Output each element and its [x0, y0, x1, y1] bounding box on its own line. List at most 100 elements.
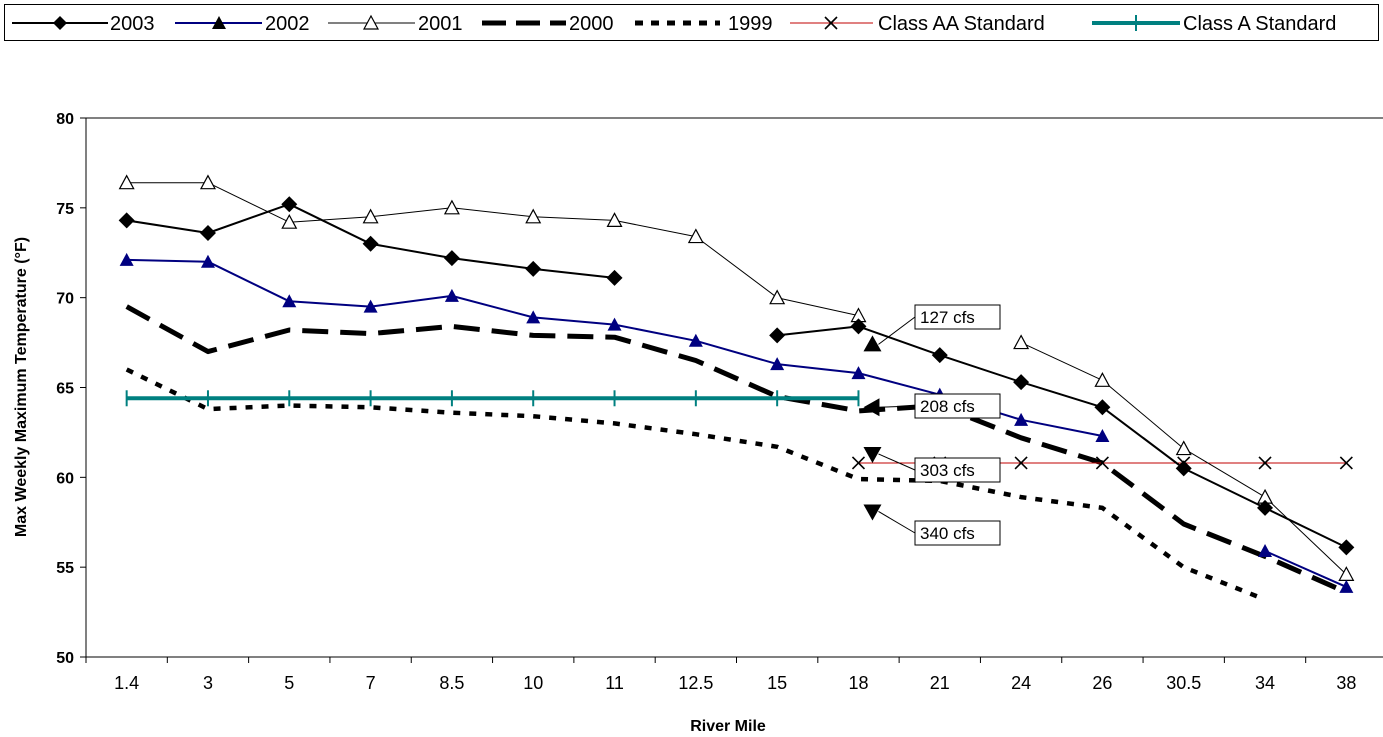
- data-point-2003: [931, 347, 948, 364]
- x-tick-label: 12.5: [678, 673, 713, 693]
- data-point-2003: [525, 260, 542, 277]
- x-tick-label: 7: [366, 673, 376, 693]
- data-point-2001: [281, 213, 298, 229]
- flow-annotation: 127 cfs: [863, 304, 1001, 352]
- plot-area: 50 55 60 65 70 75 80 1.4 3 5 7 8.5 10 11 12.5 15 18 21 24…: [13, 111, 1383, 735]
- data-point-2003: [1257, 499, 1274, 516]
- flow-annotation-box: [914, 393, 1001, 419]
- legend-item-class-aa: Class AA Standard: [790, 13, 1045, 35]
- flow-annotation-label: 340 cfs: [920, 524, 975, 543]
- x-tick-label: 21: [930, 673, 950, 693]
- data-point-2003: [1175, 460, 1192, 477]
- series-layer: [118, 174, 1355, 602]
- data-point-2001: [362, 208, 379, 224]
- flow-annotation-marker: [863, 398, 880, 417]
- legend-marker-2002: [212, 16, 226, 29]
- series-class-a-standard: [125, 390, 860, 407]
- data-point-2002: [363, 299, 378, 313]
- data-point-class-aa-standard: [1095, 456, 1109, 470]
- legend-label-class-aa: Class AA Standard: [878, 13, 1045, 35]
- legend-item-2002: 2002: [175, 13, 310, 35]
- series-2000: [125, 304, 1348, 595]
- legend-label-2003: 2003: [110, 13, 155, 35]
- data-point-2003: [199, 224, 216, 241]
- data-point-2003: [606, 269, 623, 286]
- legend-label-2000: 2000: [569, 13, 614, 35]
- legend-item-2000: 2000: [482, 13, 614, 35]
- series-line-2001: [126, 182, 859, 317]
- legend: 2003 2002 2001 2000 1999 Class AA Standa…: [4, 4, 1379, 41]
- data-point-2001: [443, 199, 460, 215]
- data-point-2002: [282, 294, 297, 308]
- flow-annotation-label: 127 cfs: [920, 308, 975, 327]
- legend-item-class-a: Class A Standard: [1092, 13, 1336, 35]
- data-point-2003: [769, 327, 786, 344]
- annotation-layer: 127 cfs 208 cfs 303 cfs 340 cfs: [863, 304, 1001, 546]
- x-tick-label: 8.5: [439, 673, 464, 693]
- y-tick-label: 80: [56, 111, 74, 128]
- legend-marker-2003: [53, 16, 67, 30]
- legend-label-2001: 2001: [418, 13, 463, 35]
- data-point-2003: [118, 212, 135, 229]
- data-point-2002: [688, 333, 703, 347]
- flow-annotation-label: 303 cfs: [920, 461, 975, 480]
- flow-annotation-leader: [878, 316, 916, 345]
- legend-label-class-a: Class A Standard: [1183, 13, 1336, 35]
- series-2002: [119, 252, 1354, 593]
- series-line-2000: [125, 304, 1348, 595]
- data-point-2002: [1339, 579, 1354, 593]
- flow-annotation-leader: [878, 511, 916, 534]
- y-tick-label: 50: [56, 650, 74, 667]
- data-point-2001: [199, 174, 216, 190]
- data-point-2002: [1258, 543, 1273, 557]
- x-tick-label: 34: [1255, 673, 1275, 693]
- flow-annotation-box: [914, 304, 1001, 330]
- y-tick-label: 60: [56, 470, 74, 487]
- x-axis-title: River Mile: [690, 718, 766, 735]
- data-point-2002: [770, 357, 785, 371]
- x-tick-label: 38: [1336, 673, 1356, 693]
- data-point-2001: [1094, 372, 1111, 387]
- legend-marker-2001: [362, 14, 380, 30]
- x-tick-label: 26: [1092, 673, 1112, 693]
- flow-annotation: 340 cfs: [863, 504, 1001, 546]
- legend-marker-class-aa: [824, 16, 838, 30]
- flow-annotation-marker: [863, 446, 882, 463]
- series-2003: [118, 196, 1355, 556]
- data-point-2002: [607, 317, 622, 331]
- flow-annotation-leader: [878, 453, 916, 471]
- data-point-class-aa-standard: [1014, 456, 1028, 470]
- x-tick-label: 24: [1011, 673, 1031, 693]
- series-line-2003: [777, 325, 1347, 549]
- y-axis-ticks: 50 55 60 65 70 75 80: [56, 111, 86, 667]
- data-point-2001: [1013, 334, 1030, 350]
- x-tick-label: 11: [605, 673, 624, 693]
- flow-annotation-marker: [863, 335, 882, 352]
- data-point-2002: [1014, 412, 1029, 426]
- y-tick-label: 55: [56, 560, 74, 577]
- series-line-2001: [1020, 342, 1347, 575]
- data-point-2001: [769, 289, 786, 305]
- x-tick-label: 10: [523, 673, 543, 693]
- data-point-2001: [1175, 440, 1192, 456]
- x-tick-label: 3: [203, 673, 213, 693]
- flow-annotation-label: 208 cfs: [920, 397, 975, 416]
- x-axis-ticks: 1.4 3 5 7 8.5 10 11 12.5 15 18 21 24 26 30.5 34 38: [85, 657, 1356, 693]
- legend-item-2001: 2001: [328, 13, 463, 35]
- flow-annotation: 303 cfs: [863, 446, 1001, 483]
- data-point-2003: [443, 250, 460, 267]
- data-point-2003: [850, 318, 867, 335]
- data-point-2002: [119, 252, 134, 266]
- x-tick-label: 1.4: [114, 673, 139, 693]
- x-tick-label: 15: [767, 673, 787, 693]
- legend-item-1999: 1999: [635, 13, 773, 35]
- data-point-2001: [525, 208, 542, 224]
- data-point-class-aa-standard: [851, 456, 866, 470]
- series-line-2002: [1264, 550, 1347, 588]
- flow-annotation-marker: [863, 504, 882, 521]
- data-point-2003: [362, 235, 379, 252]
- data-point-2003: [1338, 539, 1355, 556]
- x-tick-label: 30.5: [1166, 673, 1201, 693]
- series-1999: [125, 367, 1266, 602]
